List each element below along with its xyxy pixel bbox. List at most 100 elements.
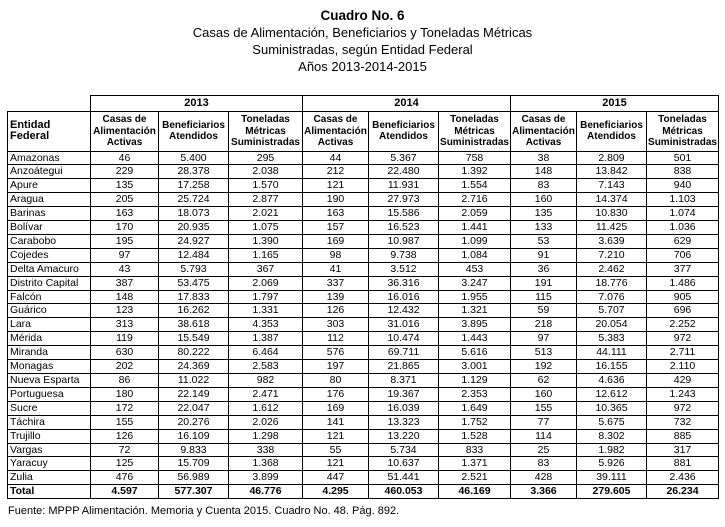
value-cell: 3.001 (438, 359, 511, 374)
col-header-2014-casas: Casas de Alimentación Activas (302, 111, 369, 152)
value-cell: 732 (646, 414, 719, 430)
entity-cell: Apure (7, 178, 91, 194)
value-cell: 1.371 (438, 456, 511, 472)
value-cell: 10.637 (368, 456, 439, 472)
value-cell: 313 (90, 317, 159, 333)
table-subtitle-line2: Suministradas, según Entidad Federal (252, 42, 473, 57)
entity-cell: Portuguesa (7, 386, 91, 402)
value-cell: 2.069 (228, 275, 303, 291)
value-cell: 476 (90, 470, 159, 486)
corner-cell (8, 96, 91, 112)
entity-cell: Cojedes (7, 247, 91, 263)
value-cell: 2.353 (438, 386, 511, 402)
source-note: Fuente: MPPP Alimentación. Memoria y Cue… (8, 505, 400, 517)
value-cell: 630 (90, 345, 159, 361)
value-cell: 13.323 (368, 414, 439, 430)
value-cell: 295 (228, 150, 303, 166)
value-cell: 12.432 (368, 303, 439, 319)
entity-cell: Zulia (7, 470, 91, 486)
entity-cell: Amazonas (7, 150, 91, 166)
value-cell: 4.295 (302, 484, 369, 500)
value-cell: 169 (302, 233, 369, 249)
value-cell: 338 (228, 442, 303, 458)
value-cell: 51.441 (368, 470, 439, 486)
value-cell: 2.711 (646, 345, 719, 361)
value-cell: 24.369 (158, 359, 229, 374)
table-row: Aragua 205 25.724 2.877 190 27.973 2.716 160 14.… (7, 192, 719, 208)
value-cell: 2.521 (438, 470, 511, 486)
value-cell: 905 (646, 289, 719, 305)
value-cell: 22.047 (158, 400, 229, 416)
table-row: Guárico 123 16.262 1.331 126 12.432 1.321 59 5.7… (7, 303, 719, 319)
value-cell: 8.302 (576, 428, 647, 444)
year-header-2014: 2014 (302, 95, 511, 112)
value-cell: 1.528 (438, 428, 511, 444)
value-cell: 1.368 (228, 456, 303, 472)
table-row: Nueva Esparta 86 11.022 982 80 8.371 1.129 62 4.… (7, 373, 719, 388)
value-cell: 155 (510, 400, 577, 416)
value-cell: 1.441 (438, 220, 511, 235)
value-cell: 1.752 (438, 414, 511, 430)
value-cell: 190 (302, 192, 369, 208)
table-row: Distrito Capital 387 53.475 2.069 337 36.316 3… (7, 275, 719, 291)
value-cell: 428 (510, 470, 577, 486)
value-cell: 17.258 (158, 178, 229, 194)
value-cell: 205 (90, 192, 159, 208)
value-cell: 36 (510, 261, 577, 277)
value-cell: 13.220 (368, 428, 439, 444)
value-cell: 1.612 (228, 400, 303, 416)
value-cell: 121 (302, 428, 369, 444)
value-cell: 576 (302, 345, 369, 361)
table-row: Amazonas 46 5.400 295 44 5.367 758 38 2.809 501 (7, 150, 719, 166)
table-row: Delta Amacuro 43 5.793 367 41 3.512 453 36 2.462… (7, 261, 719, 277)
value-cell: 5.707 (576, 303, 647, 319)
col-header-2013-toneladas: Toneladas Métricas Suministradas (228, 111, 303, 152)
value-cell: 3.366 (510, 484, 577, 500)
value-cell: 172 (90, 400, 159, 416)
value-cell: 112 (302, 331, 369, 347)
value-cell: 5.675 (576, 414, 647, 430)
value-cell: 14.374 (576, 192, 647, 208)
table-row: Mérida 119 15.549 1.387 112 10.474 1.443 97 5.38… (7, 331, 719, 347)
value-cell: 197 (302, 359, 369, 374)
entity-cell: Carabobo (7, 233, 91, 249)
value-cell: 1.486 (646, 275, 719, 291)
entity-cell: Monagas (7, 359, 91, 374)
value-cell: 11.931 (368, 178, 439, 194)
value-cell: 7.076 (576, 289, 647, 305)
entity-cell: Nueva Esparta (7, 373, 91, 388)
value-cell: 139 (302, 289, 369, 305)
value-cell: 176 (302, 386, 369, 402)
value-cell: 43 (90, 261, 159, 277)
value-cell: 5.734 (368, 442, 439, 458)
value-cell: 2.021 (228, 206, 303, 222)
table-row: Anzoátegui 229 28.378 2.038 212 22.480 1.392 14… (7, 164, 719, 180)
value-cell: 86 (90, 373, 159, 388)
col-header-2015-beneficiarios: Beneficiarios Atendidos (576, 111, 647, 152)
table-row: Barinas 163 18.073 2.021 163 15.586 2.059 135 10… (7, 206, 719, 222)
table-row: Táchira 155 20.276 2.026 141 13.323 1.752 77 5.6… (7, 414, 719, 430)
value-cell: 20.054 (576, 317, 647, 333)
value-cell: 10.474 (368, 331, 439, 347)
value-cell: 12.612 (576, 386, 647, 402)
value-cell: 195 (90, 233, 159, 249)
value-cell: 629 (646, 233, 719, 249)
value-cell: 10.830 (576, 206, 647, 222)
value-cell: 80 (302, 373, 369, 388)
value-cell: 2.252 (646, 317, 719, 333)
value-cell: 1.099 (438, 233, 511, 249)
value-cell: 16.523 (368, 220, 439, 235)
value-cell: 982 (228, 373, 303, 388)
title-block: Cuadro No. 6 Casas de Alimentación, Bene… (0, 0, 725, 75)
value-cell: 25.724 (158, 192, 229, 208)
value-cell: 17.833 (158, 289, 229, 305)
value-cell: 21.865 (368, 359, 439, 374)
entity-cell: Distrito Capital (7, 275, 91, 291)
value-cell: 114 (510, 428, 577, 444)
entity-cell: Falcón (7, 289, 91, 305)
value-cell: 133 (510, 220, 577, 235)
value-cell: 758 (438, 150, 511, 166)
value-cell: 1.387 (228, 331, 303, 347)
value-cell: 1.298 (228, 428, 303, 444)
value-cell: 2.462 (576, 261, 647, 277)
